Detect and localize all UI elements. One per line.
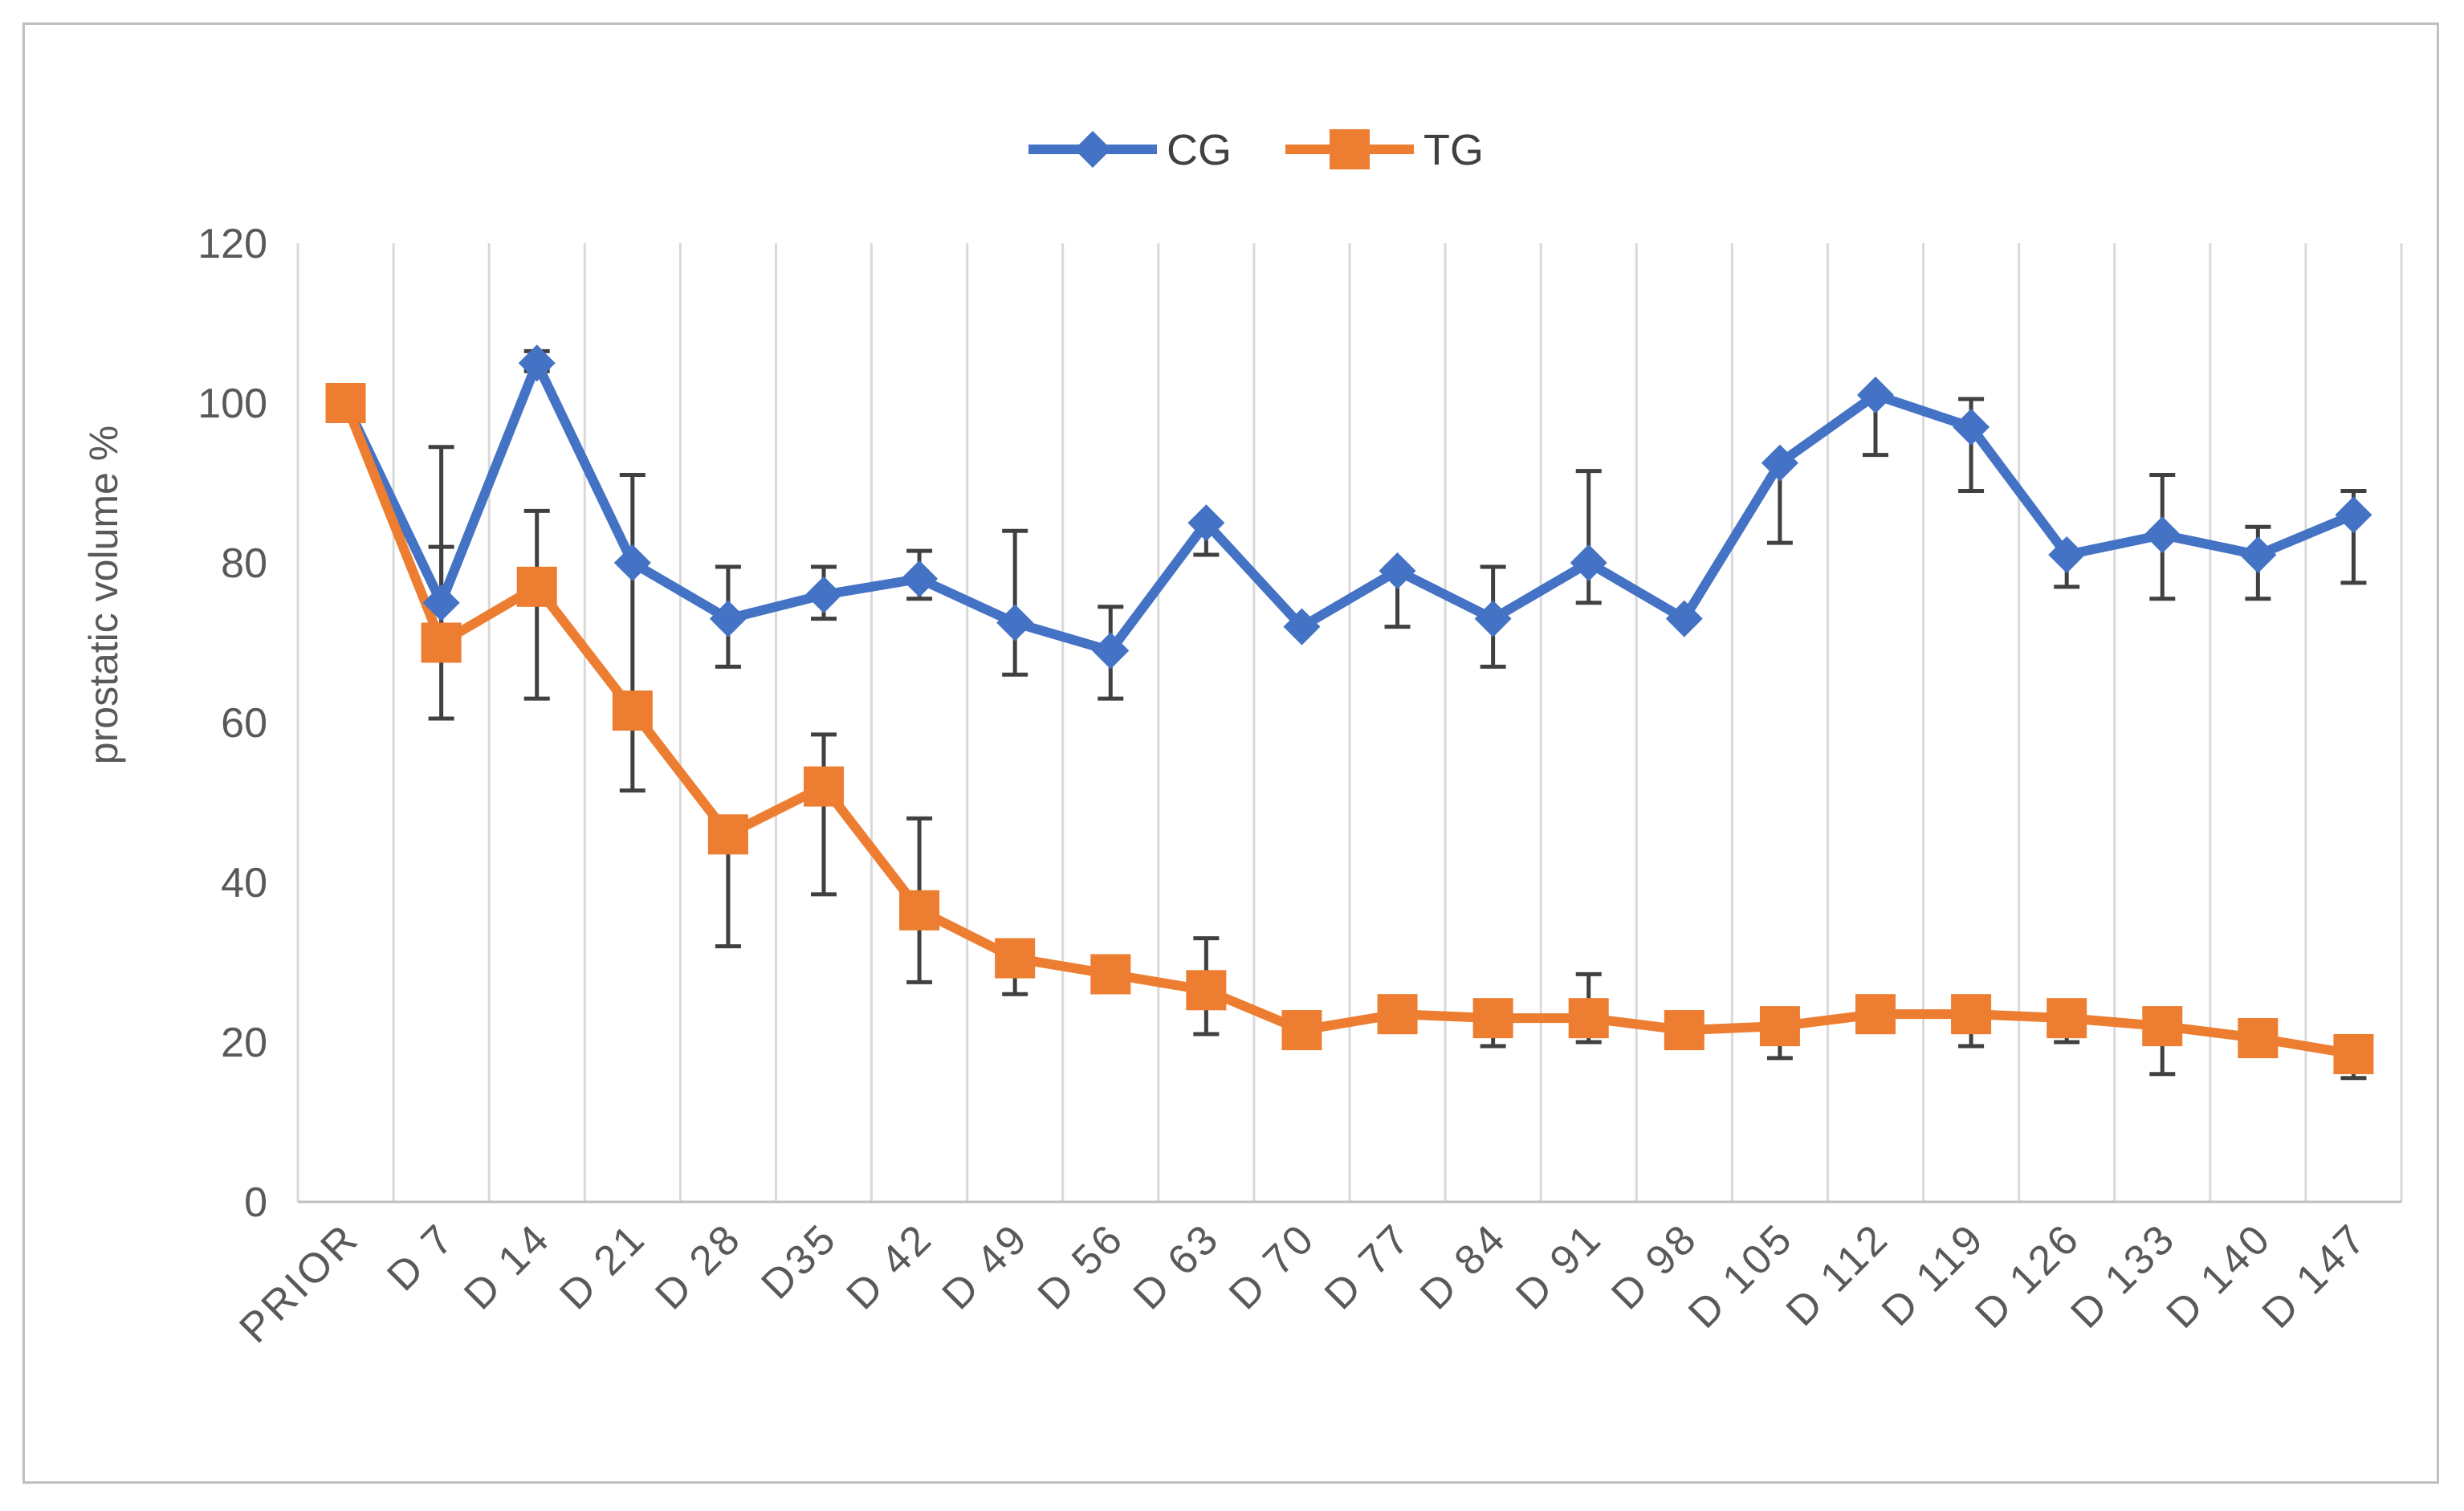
data-point-tg xyxy=(1951,994,1992,1035)
data-point-cg xyxy=(1474,600,1512,637)
series-line-cg xyxy=(341,358,2356,656)
data-point-tg xyxy=(899,890,940,931)
data-point-tg xyxy=(516,566,557,607)
data-point-cg xyxy=(901,560,939,597)
data-point-tg xyxy=(1090,954,1131,995)
data-point-tg xyxy=(1855,994,1896,1035)
y-tick-label: 0 xyxy=(244,1179,267,1226)
y-tick-label: 120 xyxy=(198,221,267,267)
data-point-tg xyxy=(995,938,1036,979)
y-tick-label: 40 xyxy=(221,860,267,906)
legend-label-tg: TG xyxy=(1423,126,1484,174)
y-tick-label: 60 xyxy=(221,700,267,747)
data-point-cg xyxy=(2048,536,2086,574)
x-tick-label: D 49 xyxy=(934,1214,1038,1318)
x-tick-label: D 147 xyxy=(2254,1214,2376,1337)
data-point-tg xyxy=(2238,1018,2279,1059)
x-tick-label: D 84 xyxy=(1411,1214,1516,1318)
x-tick-label: PRIOR xyxy=(230,1214,369,1352)
data-point-cg xyxy=(996,604,1034,641)
x-tick-label: D 7 xyxy=(378,1214,464,1300)
y-tick-label: 100 xyxy=(198,381,267,427)
data-point-cg xyxy=(518,344,556,382)
x-tick-label: D 126 xyxy=(1966,1214,2089,1337)
data-point-cg xyxy=(1283,608,1321,646)
series xyxy=(325,344,2374,1074)
data-point-cg xyxy=(1857,377,1894,414)
x-tick-label: D 56 xyxy=(1029,1214,1134,1318)
x-tick-label: D35 xyxy=(753,1214,847,1308)
legend-marker-cg xyxy=(1074,131,1111,168)
data-point-tg xyxy=(707,814,748,855)
error-bars xyxy=(428,348,2367,1081)
legend-marker-tg xyxy=(1330,129,1370,169)
y-tick-label: 80 xyxy=(221,540,267,587)
x-tick-label: D 140 xyxy=(2158,1214,2281,1337)
data-point-cg xyxy=(613,544,651,581)
data-point-tg xyxy=(2047,998,2087,1039)
x-tick-label: D 105 xyxy=(1680,1214,1802,1337)
data-point-tg xyxy=(1281,1010,1322,1051)
data-point-tg xyxy=(2333,1033,2374,1074)
data-point-tg xyxy=(1568,998,1609,1039)
data-point-tg xyxy=(325,383,366,423)
x-tick-label: D 133 xyxy=(2062,1214,2185,1337)
data-point-cg xyxy=(422,584,460,621)
data-point-cg xyxy=(2335,496,2372,534)
data-point-cg xyxy=(1187,504,1225,542)
data-point-cg xyxy=(2239,536,2277,574)
x-tick-label: D 91 xyxy=(1507,1214,1611,1318)
x-tick-label: D 21 xyxy=(551,1214,655,1318)
data-point-tg xyxy=(1759,1006,1800,1047)
x-tick-label: D 63 xyxy=(1125,1214,1229,1318)
x-tick-label: D 42 xyxy=(838,1214,943,1318)
x-tick-label: D 112 xyxy=(1778,1214,1899,1335)
data-point-tg xyxy=(804,766,844,807)
data-point-cg xyxy=(1761,444,1798,482)
data-point-cg xyxy=(1379,552,1416,589)
data-point-cg xyxy=(805,576,842,613)
legend-label-cg: CG xyxy=(1167,126,1232,174)
data-point-cg xyxy=(709,600,747,637)
data-point-tg xyxy=(1472,998,1513,1039)
data-point-tg xyxy=(1186,970,1227,1011)
x-tick-label: D 77 xyxy=(1316,1214,1420,1318)
y-tick-label: 20 xyxy=(221,1020,267,1066)
data-point-tg xyxy=(2142,1006,2183,1047)
data-point-cg xyxy=(1092,632,1130,670)
x-tick-label: D 70 xyxy=(1220,1214,1325,1318)
x-tick-label: D 14 xyxy=(455,1214,560,1318)
data-point-tg xyxy=(612,690,653,731)
data-point-tg xyxy=(421,622,462,663)
legend: CG TG xyxy=(1028,126,1484,174)
data-point-cg xyxy=(1570,544,1607,581)
data-point-cg xyxy=(2144,516,2181,554)
y-axis-title: prostatic volume % xyxy=(81,426,126,764)
data-point-cg xyxy=(1665,600,1703,637)
data-point-tg xyxy=(1377,994,1418,1035)
x-tick-label: D 119 xyxy=(1873,1214,1994,1335)
x-tick-label: D 28 xyxy=(646,1214,751,1318)
data-point-tg xyxy=(1664,1010,1704,1051)
series-line-tg xyxy=(340,401,2355,1059)
